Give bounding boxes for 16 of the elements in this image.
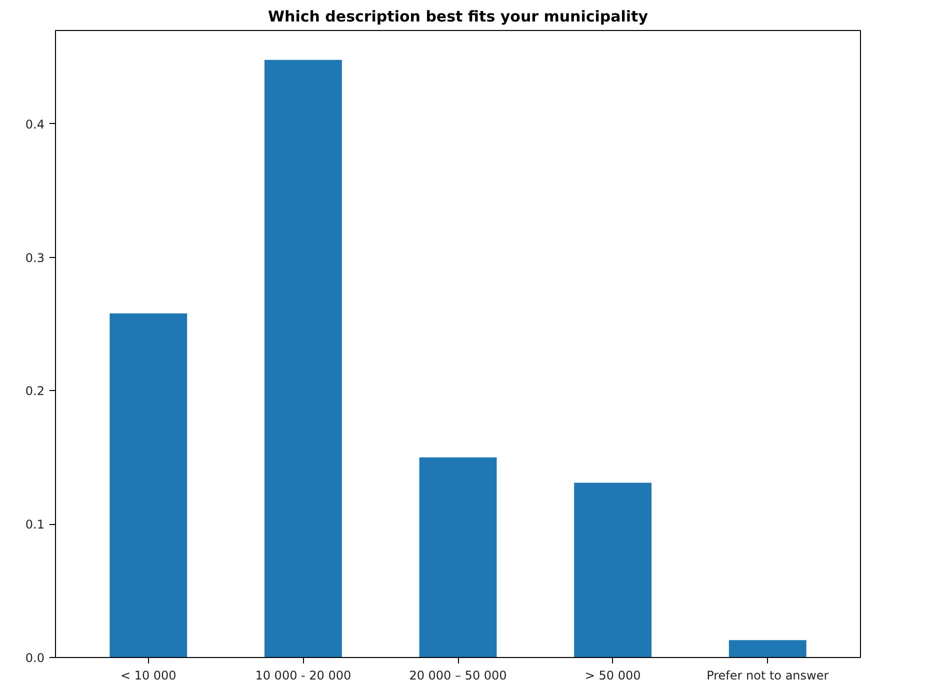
y-tick-label: 0.3: [25, 250, 45, 265]
bar: [728, 640, 806, 658]
x-tick-label: 10 000 - 20 000: [255, 668, 352, 682]
x-tick-label: Prefer not to answer: [706, 668, 829, 682]
y-tick-label: 0.0: [25, 651, 45, 665]
x-tick-label: 20 000 – 50 000: [409, 668, 507, 682]
bar: [110, 313, 188, 658]
y-tick-label: 0.2: [25, 384, 45, 398]
bar: [419, 457, 497, 658]
x-tick-label: > 50 000: [584, 668, 641, 682]
x-tick-label: < 10 000: [120, 668, 176, 682]
bar: [264, 60, 342, 658]
bar: [574, 482, 652, 658]
chart-title: Which description best fits your municipality: [268, 8, 648, 26]
y-tick-label: 0.1: [25, 518, 45, 532]
y-tick-label: 0.4: [25, 117, 45, 132]
